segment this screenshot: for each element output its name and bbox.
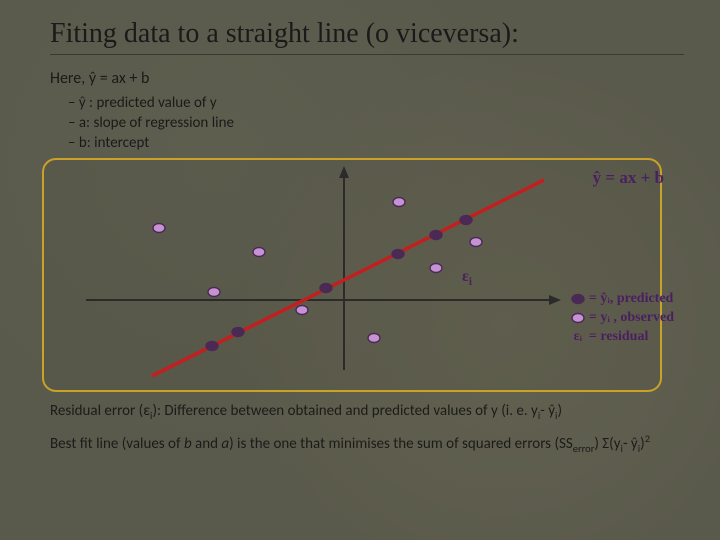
residual-definition: Residual error (εi): Difference between … bbox=[50, 402, 684, 422]
best-fit-definition: Best fit line (values of b and a) is the… bbox=[50, 432, 684, 455]
bullet-1: ŷ : predicted value of y bbox=[68, 94, 684, 112]
legend-observed: = yᵢ , observed bbox=[569, 309, 674, 328]
regression-chart: ŷ = ax + b εi = ŷᵢ, predicted = yᵢ , obs… bbox=[42, 158, 662, 392]
epsilon-sub: i bbox=[469, 276, 472, 288]
equation-label: ŷ = ax + b bbox=[593, 168, 664, 188]
bullet-3: b: intercept bbox=[68, 134, 684, 152]
chart-svg bbox=[44, 160, 660, 390]
chart-legend: = ŷᵢ, predicted = yᵢ , observed εᵢ = res… bbox=[569, 290, 674, 347]
legend-predicted: = ŷᵢ, predicted bbox=[569, 290, 674, 309]
legend-observed-text: = yᵢ , observed bbox=[589, 309, 674, 328]
bottom-text: Residual error (εi): Difference between … bbox=[50, 402, 684, 455]
legend-predicted-text: = ŷᵢ, predicted bbox=[589, 290, 673, 309]
bullet-2: a: slope of regression line bbox=[68, 114, 684, 132]
bullet-list: ŷ : predicted value of y a: slope of reg… bbox=[68, 94, 684, 152]
epsilon-symbol: ε bbox=[462, 268, 469, 285]
slide: Fiting data to a straight line (o viceve… bbox=[0, 0, 720, 540]
legend-residual: εᵢ = residual bbox=[569, 328, 674, 347]
legend-residual-text: = residual bbox=[589, 328, 648, 347]
legend-eps-symbol: εᵢ bbox=[569, 328, 587, 347]
epsilon-label: εi bbox=[462, 268, 472, 288]
slide-title: Fiting data to a straight line (o viceve… bbox=[50, 18, 684, 55]
here-line: Here, ŷ = ax + b bbox=[50, 69, 684, 88]
